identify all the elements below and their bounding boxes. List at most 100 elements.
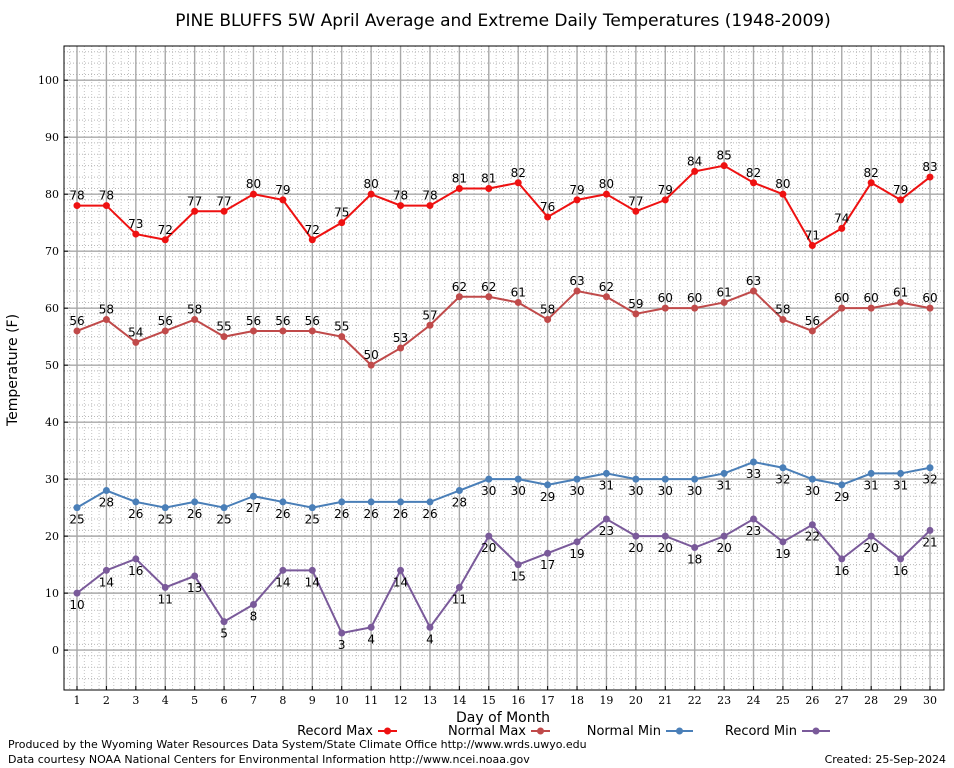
data-point-normal-max: [367, 361, 375, 369]
data-label-normal-min: 30: [511, 484, 526, 498]
data-label-record-max: 77: [216, 194, 231, 208]
data-point-normal-min: [779, 464, 787, 472]
x-tick-label: 7: [250, 694, 257, 707]
x-tick-label: 24: [747, 694, 761, 707]
data-label-record-max: 77: [628, 194, 643, 208]
data-label-normal-max: 61: [893, 285, 908, 299]
x-tick-label: 3: [132, 694, 139, 707]
data-label-normal-min: 26: [128, 507, 143, 521]
x-tick-label: 28: [864, 694, 878, 707]
data-point-normal-max: [191, 316, 199, 324]
data-label-normal-min: 26: [275, 507, 290, 521]
data-point-normal-min: [426, 498, 434, 506]
data-label-record-max: 84: [687, 154, 702, 168]
data-label-record-max: 72: [158, 223, 173, 237]
data-point-normal-max: [249, 327, 257, 335]
data-point-record-min: [514, 561, 522, 569]
data-point-record-max: [367, 190, 375, 198]
data-point-record-min: [691, 544, 699, 552]
series-line-record-min: [76, 517, 931, 635]
data-point-record-max: [691, 167, 699, 175]
data-point-record-min: [838, 555, 846, 563]
x-tick-label: 29: [894, 694, 908, 707]
data-label-record-max: 72: [305, 223, 320, 237]
data-label-normal-max: 56: [69, 314, 84, 328]
y-tick-label: 0: [52, 644, 59, 657]
data-point-normal-min: [544, 481, 552, 489]
data-point-normal-max: [720, 298, 728, 306]
data-label-normal-max: 56: [805, 314, 820, 328]
data-label-record-max: 74: [834, 211, 849, 225]
plot-frame: [63, 45, 945, 691]
data-point-record-max: [132, 230, 140, 238]
data-point-normal-max: [632, 310, 640, 318]
data-point-record-min: [161, 583, 169, 591]
data-label-record-max: 81: [452, 171, 467, 185]
data-label-record-max: 83: [922, 160, 937, 174]
data-label-record-max: 82: [511, 166, 526, 180]
data-label-normal-min: 30: [687, 484, 702, 498]
data-label-normal-min: 33: [746, 467, 761, 481]
footer-created-date: Created: 25-Sep-2024: [824, 753, 946, 766]
data-point-record-min: [191, 572, 199, 580]
data-point-normal-min: [132, 498, 140, 506]
data-point-record-max: [485, 184, 493, 192]
data-label-record-min: 11: [452, 592, 467, 606]
data-point-record-min: [102, 566, 110, 574]
x-tick-label: 25: [776, 694, 790, 707]
data-point-normal-min: [573, 475, 581, 483]
data-label-normal-min: 31: [893, 478, 908, 492]
data-point-record-min: [455, 583, 463, 591]
data-point-normal-max: [573, 287, 581, 295]
x-tick-label: 18: [570, 694, 584, 707]
data-point-record-max: [249, 190, 257, 198]
data-point-record-min: [132, 555, 140, 563]
data-point-normal-max: [926, 304, 934, 312]
x-tick-label: 9: [309, 694, 316, 707]
data-point-record-min: [808, 521, 816, 529]
data-label-record-max: 78: [422, 189, 437, 203]
data-label-record-max: 81: [481, 171, 496, 185]
data-point-record-max: [455, 184, 463, 192]
data-label-normal-max: 61: [511, 285, 526, 299]
data-point-normal-min: [661, 475, 669, 483]
data-label-record-max: 79: [275, 183, 290, 197]
x-tick-label: 11: [364, 694, 378, 707]
data-label-normal-min: 28: [99, 496, 114, 510]
data-label-record-min: 16: [128, 564, 143, 578]
data-point-normal-min: [838, 481, 846, 489]
data-label-record-min: 11: [158, 592, 173, 606]
data-point-normal-max: [897, 298, 905, 306]
data-label-record-max: 80: [599, 177, 614, 191]
series-line-record-max: [77, 164, 931, 247]
x-tick-label: 20: [629, 694, 643, 707]
x-tick-label: 30: [923, 694, 937, 707]
data-label-normal-min: 30: [569, 484, 584, 498]
data-label-normal-max: 60: [834, 291, 849, 305]
legend-marker: [537, 727, 544, 735]
x-tick-label: 5: [191, 694, 198, 707]
data-point-record-min: [73, 589, 81, 597]
x-tick-label: 2: [103, 694, 110, 707]
data-point-normal-min: [338, 498, 346, 506]
data-label-normal-max: 56: [158, 314, 173, 328]
data-label-normal-max: 55: [334, 320, 349, 334]
data-point-record-min: [249, 601, 257, 609]
data-point-record-max: [926, 173, 934, 181]
data-point-record-max: [602, 190, 610, 198]
data-point-record-min: [867, 532, 875, 540]
y-tick-label: 100: [38, 74, 59, 87]
data-point-record-max: [632, 207, 640, 215]
data-point-normal-max: [426, 321, 434, 329]
data-label-record-max: 79: [658, 183, 673, 197]
data-label-record-min: 8: [250, 610, 258, 624]
data-point-normal-min: [632, 475, 640, 483]
data-label-record-min: 10: [69, 598, 84, 612]
data-label-normal-max: 56: [246, 314, 261, 328]
x-tick-label: 17: [541, 694, 555, 707]
legend-marker: [676, 727, 683, 735]
data-label-normal-max: 59: [628, 297, 643, 311]
data-point-normal-max: [867, 304, 875, 312]
data-point-normal-min: [897, 469, 905, 477]
legend-item-normal-min: Normal Min: [587, 724, 693, 739]
